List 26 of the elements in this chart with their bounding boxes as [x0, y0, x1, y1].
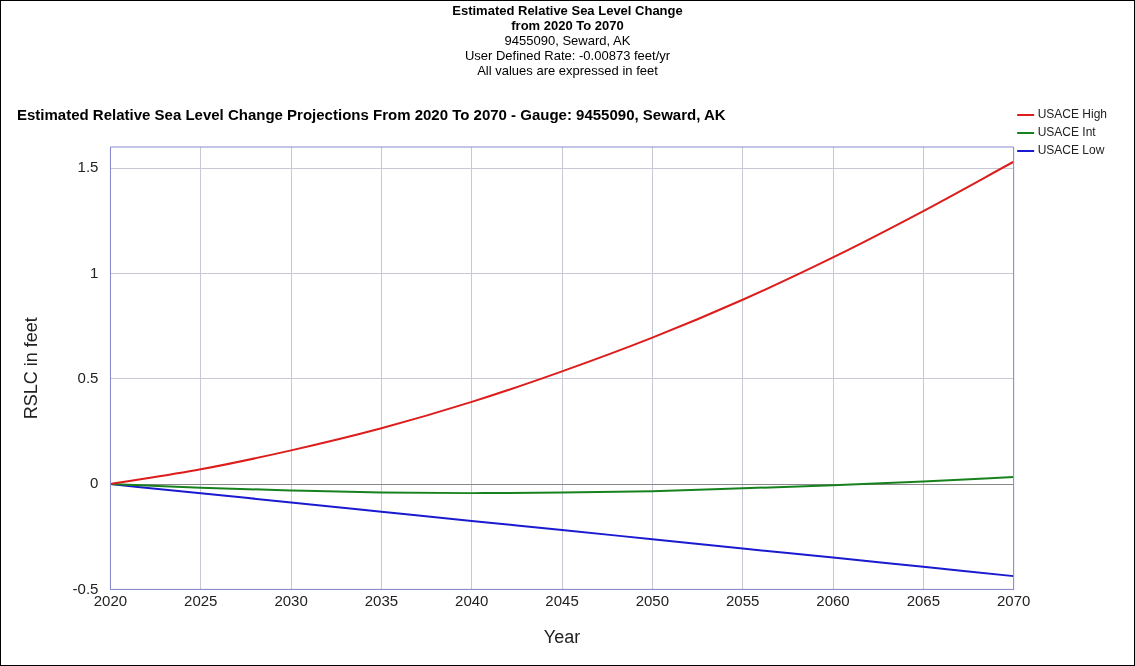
y-tick-label: -0.5 [72, 579, 99, 597]
x-tick-label: 2035 [364, 591, 399, 609]
x-tick-label: 2065 [906, 591, 941, 609]
x-tick-label: 2045 [545, 591, 579, 609]
chart-subtitle: Estimated Relative Sea Level Change Projections From 2020 To 2070 - Gauge: 9455090, Seward, AK [17, 106, 726, 124]
text: 9455090, Seward, AK [503, 33, 632, 48]
x-tick-label: 2025 [184, 591, 218, 609]
text: All values are expressed in feet [476, 63, 659, 78]
text: User Defined Rate: -0.00873 feet/yr [463, 48, 672, 63]
y-tick-label: 0.5 [77, 368, 99, 386]
x-tick-label: 2030 [274, 591, 308, 609]
legend-label: USACE Low [1037, 143, 1105, 158]
x-tick-label: 2070 [996, 591, 1031, 609]
line-series [110, 160, 1014, 486]
x-tick-label: 2055 [726, 591, 760, 609]
x-tick-label: 2050 [635, 591, 670, 609]
y-tick-label: 1 [90, 263, 99, 281]
y-axis-title: RSLC in feet [20, 317, 41, 420]
y-tick-label: 0 [90, 474, 99, 492]
legend-label: USACE High [1037, 107, 1107, 122]
x-tick-label: 2040 [455, 591, 489, 609]
y-tick-label: 1.5 [77, 158, 99, 176]
legend-label: USACE Int [1037, 125, 1097, 140]
x-tick-label: 2060 [816, 591, 850, 609]
chart-title: Estimated Relative Sea Level Change from 2020 To 2070 [451, 3, 684, 33]
x-axis-title: Year [543, 627, 581, 648]
